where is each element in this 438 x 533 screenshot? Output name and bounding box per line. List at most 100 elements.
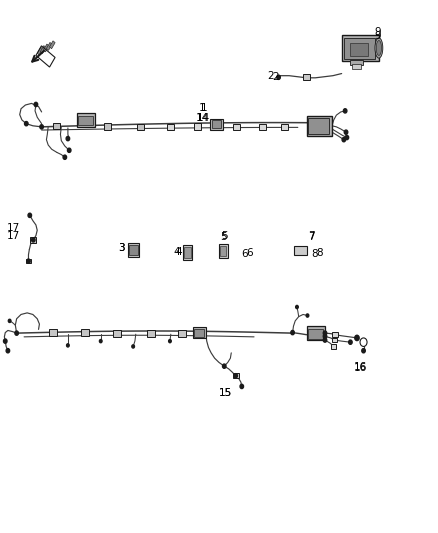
Bar (233, 373, 239, 378)
Text: 4: 4 (175, 247, 182, 256)
Bar (167, 124, 174, 130)
Circle shape (277, 75, 280, 79)
Bar (307, 116, 332, 136)
Bar (183, 245, 192, 260)
Bar (104, 123, 111, 130)
Ellipse shape (375, 38, 383, 58)
Text: 14: 14 (196, 114, 209, 123)
Bar (113, 329, 121, 337)
Text: 9: 9 (374, 31, 381, 41)
Text: 5: 5 (220, 232, 227, 241)
Bar (342, 35, 379, 61)
Bar (78, 116, 93, 125)
Circle shape (323, 338, 327, 342)
Circle shape (342, 138, 346, 142)
Circle shape (234, 374, 237, 378)
Bar (46, 43, 52, 50)
Text: 3: 3 (118, 243, 125, 253)
Bar (26, 259, 31, 263)
Text: 2: 2 (268, 71, 274, 80)
Circle shape (15, 331, 18, 335)
Bar (352, 64, 361, 69)
Bar (233, 124, 240, 130)
Bar (212, 120, 221, 128)
Bar (129, 245, 138, 255)
Bar (308, 329, 323, 339)
Bar (332, 338, 337, 343)
Circle shape (66, 136, 70, 141)
Bar (137, 124, 144, 130)
Bar (193, 327, 206, 338)
Text: 6: 6 (241, 249, 248, 259)
Text: 1: 1 (200, 103, 207, 112)
Text: 4: 4 (174, 247, 180, 256)
Text: 3: 3 (118, 244, 125, 253)
Circle shape (99, 340, 102, 343)
Circle shape (4, 339, 7, 343)
Circle shape (344, 130, 348, 134)
Bar (308, 118, 329, 134)
Circle shape (132, 345, 134, 348)
Circle shape (28, 213, 32, 217)
Bar (147, 329, 155, 337)
Circle shape (323, 334, 327, 338)
Bar (194, 123, 201, 130)
Circle shape (34, 102, 38, 107)
Text: 8: 8 (316, 248, 323, 258)
Circle shape (362, 349, 365, 353)
Text: 9: 9 (374, 27, 381, 37)
Bar (184, 247, 191, 258)
Bar (344, 38, 375, 59)
Circle shape (25, 122, 28, 126)
Bar (259, 124, 266, 130)
Bar (49, 41, 55, 49)
Text: 2: 2 (272, 72, 279, 82)
Circle shape (8, 319, 11, 322)
Text: 6: 6 (246, 248, 253, 257)
Bar (294, 246, 307, 255)
Bar (81, 329, 89, 336)
Bar (194, 329, 204, 337)
Bar (332, 333, 338, 337)
Bar (128, 243, 139, 257)
Bar (53, 123, 60, 129)
Bar (77, 113, 95, 127)
Circle shape (6, 349, 10, 353)
Text: 17: 17 (7, 223, 20, 232)
Circle shape (67, 344, 69, 347)
Text: 16: 16 (354, 363, 367, 373)
Bar (49, 328, 57, 336)
Text: 7: 7 (307, 232, 314, 241)
Circle shape (223, 364, 226, 368)
Bar (350, 60, 363, 65)
Circle shape (169, 340, 171, 343)
Bar (210, 119, 223, 130)
Bar (350, 43, 368, 56)
Bar (40, 46, 46, 53)
Circle shape (240, 384, 244, 389)
Text: 5: 5 (221, 231, 228, 240)
Circle shape (40, 125, 43, 129)
Bar (37, 47, 43, 55)
Text: 7: 7 (308, 231, 315, 240)
Bar (30, 237, 36, 243)
Bar (43, 44, 49, 52)
Circle shape (349, 340, 352, 344)
Circle shape (32, 238, 35, 242)
Bar (331, 344, 336, 349)
Circle shape (355, 335, 359, 341)
Circle shape (63, 155, 67, 159)
Circle shape (323, 331, 327, 335)
Circle shape (27, 259, 30, 263)
Circle shape (343, 109, 347, 113)
Bar (281, 124, 288, 130)
Circle shape (345, 135, 349, 140)
Bar (219, 244, 228, 258)
Circle shape (306, 314, 309, 317)
Text: 8: 8 (311, 249, 318, 259)
Circle shape (291, 330, 294, 335)
Bar (303, 74, 310, 80)
Ellipse shape (376, 41, 381, 55)
Bar (36, 46, 55, 67)
Text: 1: 1 (199, 103, 206, 113)
